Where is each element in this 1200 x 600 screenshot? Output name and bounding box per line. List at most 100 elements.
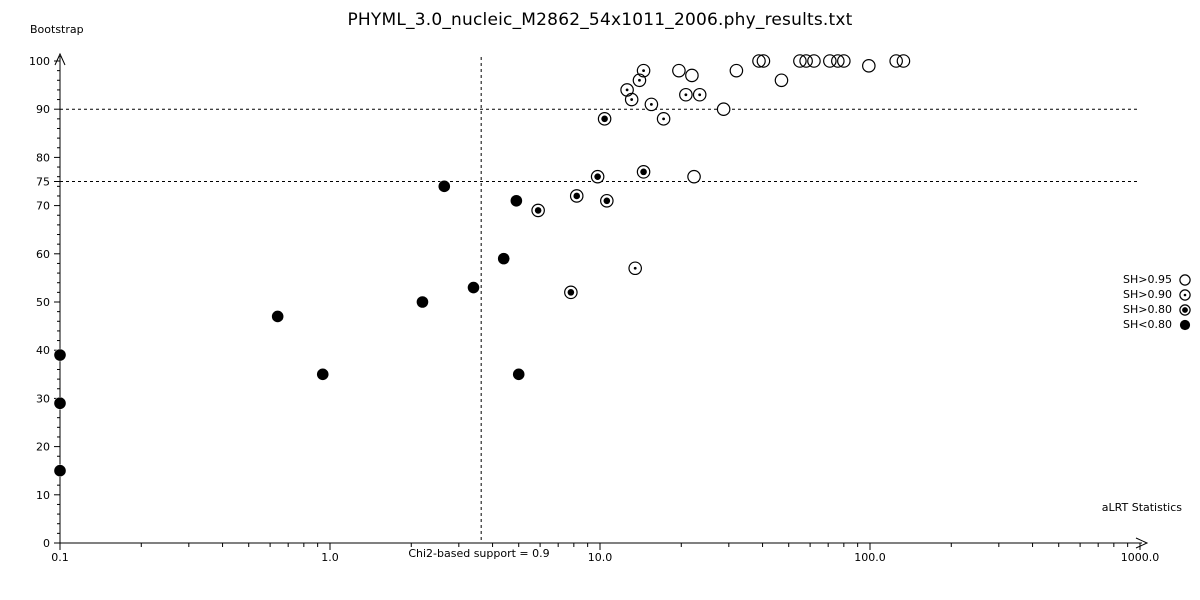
data-point-open: [716, 102, 731, 116]
legend-item: SH>0.80: [1116, 302, 1192, 317]
data-point-dot: [692, 87, 707, 102]
data-point-bg: [897, 54, 910, 68]
x-axis-tick-label: 1.0: [321, 551, 339, 564]
chi2-threshold-label: Chi2-based support = 0.9: [408, 547, 550, 560]
data-point-center-dot: [638, 78, 641, 82]
data-point-center-dot: [625, 88, 629, 92]
data-point-filled: [316, 368, 329, 381]
data-point-center-dot: [573, 192, 581, 200]
data-point-open: [799, 54, 813, 68]
y-axis-tick-label: 0: [43, 537, 50, 550]
data-point-bg: [685, 69, 699, 82]
data-point-bg: [775, 74, 788, 87]
data-point-bullseye: [531, 203, 545, 218]
y-axis-tick-label: 90: [36, 103, 50, 116]
data-point-open: [793, 54, 807, 68]
data-point-filled: [416, 296, 429, 308]
data-point-center-dot: [649, 102, 653, 106]
x-axis-tick-label: 100.0: [854, 551, 886, 564]
data-point-filled: [271, 310, 284, 323]
y-axis-tick-label: 50: [36, 296, 50, 309]
y-axis-tick-label: 10: [36, 489, 50, 502]
data-point-center-dot: [567, 289, 575, 296]
data-point-center-dot: [684, 93, 688, 97]
data-point-open: [685, 68, 699, 83]
y-axis-tick-label: 75: [36, 176, 50, 189]
data-point-bullseye: [564, 285, 578, 300]
y-axis-title: Bootstrap: [30, 23, 84, 36]
data-point-bg: [687, 170, 701, 183]
data-point-filled: [54, 464, 66, 477]
data-point-open: [889, 54, 903, 68]
y-axis-tick-label: 40: [36, 344, 50, 357]
data-point-center-dot: [601, 115, 608, 123]
data-point-dot: [644, 97, 659, 112]
y-axis-tick-label: 20: [36, 441, 50, 454]
data-point-open: [807, 54, 821, 68]
y-axis-tick-label: 30: [36, 392, 50, 405]
legend-label: SH>0.90: [1123, 288, 1172, 301]
y-axis-tick-label: 70: [36, 200, 50, 213]
x-axis-tick-label: 0.1: [51, 551, 69, 564]
legend-item: SH<0.80: [1116, 317, 1192, 332]
data-point-dot: [679, 87, 693, 102]
x-axis-tick-label: 1000.0: [1121, 551, 1160, 564]
bullseye-circle-icon: [1179, 303, 1191, 316]
data-point-open: [823, 54, 837, 68]
data-point-bullseye: [600, 193, 614, 208]
data-point-open: [831, 54, 845, 68]
data-point-open: [729, 63, 744, 78]
data-point-dot: [656, 112, 671, 126]
y-axis-tick-label: 60: [36, 248, 50, 261]
data-point-filled: [467, 281, 480, 294]
legend-label: SH>0.80: [1123, 303, 1172, 316]
legend-item: SH>0.90: [1116, 287, 1192, 302]
data-point-bg: [757, 54, 770, 68]
data-point-center-dot: [630, 98, 634, 101]
legend-item: SH>0.95: [1116, 272, 1192, 287]
open-circle-icon: [1179, 273, 1191, 286]
data-point-bullseye: [636, 165, 651, 179]
data-point-dot: [628, 261, 642, 276]
data-point-bullseye: [590, 169, 605, 184]
y-axis-tick-label: 100: [29, 55, 50, 68]
data-point-dot: [636, 63, 651, 78]
data-point-open: [687, 169, 701, 184]
data-point-bullseye: [597, 112, 612, 126]
data-point-center-dot: [603, 197, 611, 205]
legend-label: SH>0.95: [1123, 273, 1172, 286]
data-point-filled: [497, 252, 510, 265]
filled-circle-icon: [1179, 319, 1191, 330]
data-point-open: [837, 54, 851, 68]
data-point-open: [752, 54, 766, 68]
data-point-open: [862, 59, 876, 73]
data-point-open: [672, 63, 686, 78]
data-point-center-dot: [534, 207, 542, 214]
data-point-center-dot: [640, 168, 647, 176]
data-point-filled: [512, 368, 525, 381]
chart-title: PHYML_3.0_nucleic_M2862_54x1011_2006.phy…: [347, 10, 853, 30]
legend-label: SH<0.80: [1123, 318, 1172, 331]
data-point-center-dot: [633, 266, 637, 270]
data-point-filled: [510, 194, 523, 207]
data-point-center-dot: [642, 69, 645, 73]
dotted-circle-icon: [1179, 288, 1191, 301]
data-point-center-dot: [594, 173, 601, 180]
data-point-bg: [717, 103, 730, 116]
data-point-dot: [624, 92, 639, 107]
data-point-dot: [632, 73, 647, 88]
data-point-bullseye: [569, 189, 584, 203]
data-point-bg: [862, 59, 876, 73]
y-axis-tick-label: 80: [36, 151, 50, 164]
x-axis-title: aLRT Statistics: [1101, 501, 1182, 514]
data-point-open: [774, 73, 789, 88]
data-point-filled: [54, 397, 66, 410]
data-point-filled: [54, 349, 66, 361]
data-point-bg: [730, 64, 743, 77]
data-point-filled: [438, 180, 451, 193]
data-point-center-dot: [662, 117, 665, 121]
data-point-bg: [672, 64, 686, 77]
legend: SH>0.95 SH>0.90 SH>0.80 SH<0.80: [1116, 272, 1192, 332]
